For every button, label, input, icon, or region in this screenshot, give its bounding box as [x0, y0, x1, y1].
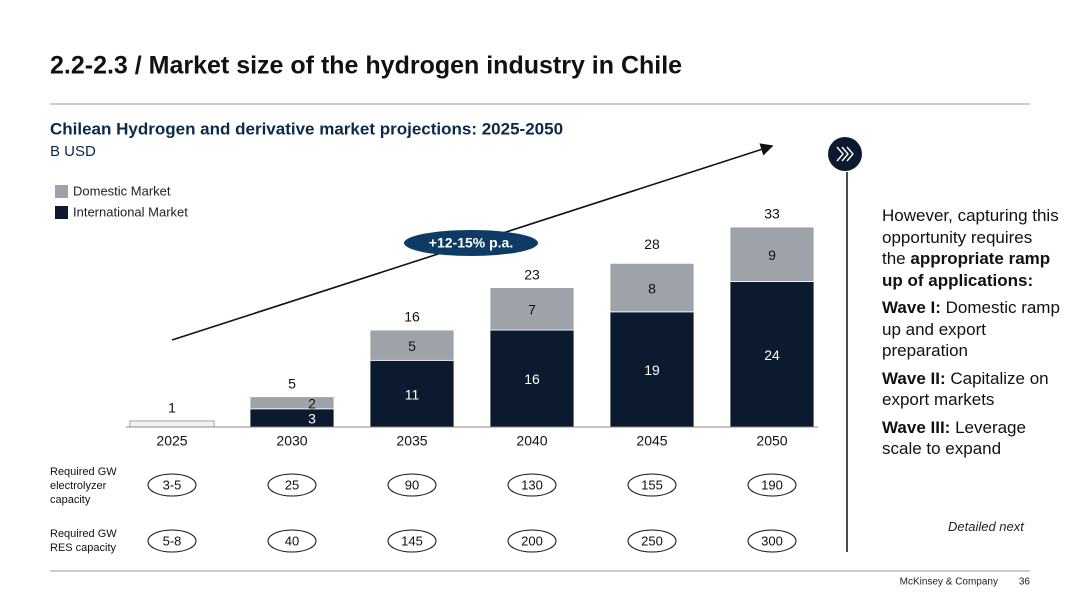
sidebar: However, capturing this opportunity requ…	[882, 205, 1060, 466]
x-tick-label: 2045	[636, 433, 667, 449]
bar-segment	[369, 359, 455, 428]
wave-text: Capitalize on export markets	[882, 368, 1049, 410]
x-tick-label: 2040	[516, 433, 547, 449]
wave-label: Wave II:	[882, 368, 946, 388]
cell-value: 155	[641, 477, 663, 492]
cell-oval	[747, 473, 797, 497]
cell-value: 250	[641, 533, 663, 548]
cell-oval	[627, 529, 677, 553]
total-label: 23	[524, 266, 540, 282]
total-label: 33	[764, 206, 780, 222]
cell-oval	[387, 529, 437, 553]
x-tick-label: 2025	[156, 433, 187, 449]
bar-segment	[489, 287, 575, 331]
segment-label: 3	[308, 411, 316, 427]
cell-value: 90	[405, 477, 419, 492]
bar-segment	[729, 281, 815, 428]
x-tick-label: 2035	[396, 433, 427, 449]
legend-swatch	[55, 185, 68, 198]
cell-oval	[507, 473, 557, 497]
intro-bold: appropriate ramp up of applications:	[882, 249, 1051, 290]
segment-label: 7	[528, 302, 536, 318]
segment-label: 11	[405, 386, 420, 402]
cell-value: 5-8	[163, 533, 182, 548]
cell-value: 130	[521, 477, 543, 492]
bar-segment	[729, 226, 815, 282]
bar-total	[129, 420, 215, 428]
segment-label: 19	[644, 362, 660, 378]
growth-badge	[404, 230, 538, 256]
total-label: 16	[404, 309, 420, 325]
bar-segment	[369, 329, 455, 361]
cell-oval	[627, 473, 677, 497]
total-label: 1	[168, 400, 176, 416]
row-label: Required GW RES capacity	[50, 528, 117, 554]
legend-label: International Market	[73, 204, 188, 219]
wave-label: Wave I:	[882, 298, 941, 317]
sidebar-intro: However, capturing this opportunity requ…	[882, 205, 1060, 291]
cell-value: 25	[285, 477, 299, 492]
total-label: 28	[644, 236, 660, 252]
cell-oval	[267, 529, 317, 553]
chart-title: Chilean Hydrogen and derivative market p…	[50, 119, 563, 138]
icon	[828, 137, 862, 171]
x-tick-label: 2030	[276, 433, 307, 449]
cell-oval	[387, 473, 437, 497]
chart-subtitle: B USD	[50, 143, 96, 160]
wave: Wave I: Domestic ramp up and export prep…	[882, 297, 1060, 362]
legend-label: Domestic Market	[73, 183, 171, 198]
cell-value: 145	[401, 533, 423, 548]
segment-label: 2	[308, 395, 316, 411]
cell-oval	[267, 473, 317, 497]
wave: Wave III: Leverage scale to expand	[882, 417, 1060, 460]
wave-label: Wave III:	[882, 417, 951, 437]
bar-segment	[249, 396, 335, 410]
cell-value: 3-5	[163, 477, 182, 492]
cell-value: 190	[761, 477, 783, 492]
cell-value: 200	[521, 533, 543, 548]
cell-oval	[747, 529, 797, 553]
wave-text: Domestic ramp up and export preparation	[882, 298, 1060, 360]
segment-label: 8	[648, 280, 656, 296]
intro-text: However, capturing this opportunity requ…	[882, 206, 1059, 268]
wave: Wave II: Capitalize on export markets	[882, 368, 1060, 411]
bar-segment	[249, 408, 335, 428]
bar-segment	[489, 329, 575, 428]
cell-oval	[507, 529, 557, 553]
cell-value: 300	[761, 533, 783, 548]
total-label: 5	[288, 375, 296, 391]
segment-label: 9	[768, 247, 776, 263]
segment-label: 16	[524, 371, 540, 387]
row-label: Required GW electrolyzer capacity	[50, 466, 117, 506]
segment-label: 5	[408, 338, 416, 354]
slide-title: 2.2-2.3 / Market size of the hydrogen in…	[50, 52, 682, 80]
note: Detailed next	[948, 519, 1024, 534]
segment-label: 24	[764, 347, 780, 363]
legend-swatch	[55, 206, 68, 219]
icon-chevrons	[836, 146, 854, 162]
cell-oval	[147, 529, 197, 553]
cell-value: 40	[285, 533, 299, 548]
bar-segment	[609, 262, 695, 313]
page-number: 36	[1019, 577, 1031, 588]
cell-oval	[147, 473, 197, 497]
footer-company: McKinsey & Company	[900, 577, 998, 588]
growth-label: +12-15% p.a.	[429, 235, 513, 251]
x-tick-label: 2050	[756, 433, 787, 449]
wave-text: Leverage scale to expand	[882, 417, 1026, 459]
